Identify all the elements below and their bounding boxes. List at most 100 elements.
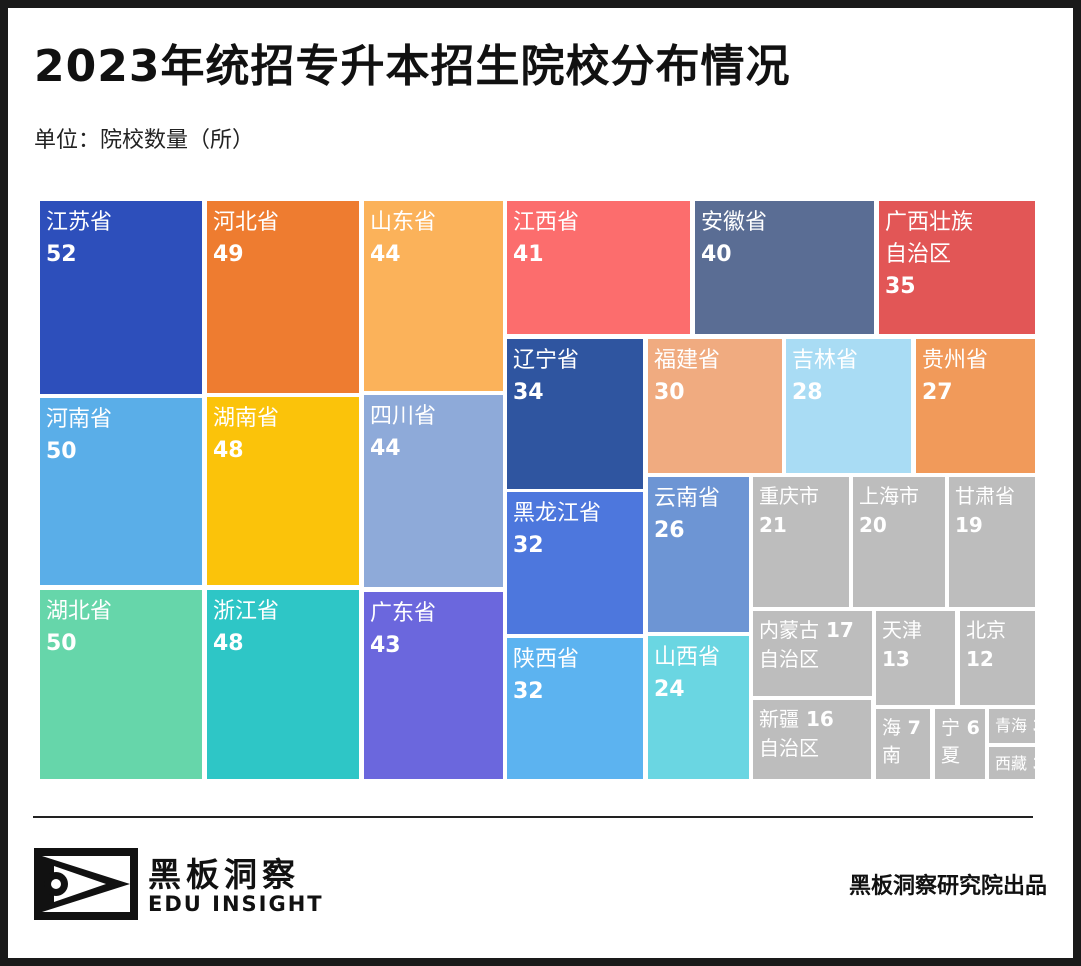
tile-6-name-line: 山东省 xyxy=(370,210,436,235)
tile-12-rect xyxy=(507,339,643,489)
tile-11-name-line: 广西壮族 xyxy=(885,210,973,235)
tile-21-name-line: 上海市 xyxy=(859,484,919,508)
tile-7-name-line: 四川省 xyxy=(370,404,436,429)
tile-30-rect xyxy=(989,747,1035,779)
tile-25-value: 12 xyxy=(966,647,994,671)
tile-5-rect xyxy=(207,590,359,779)
tile-16-value: 28 xyxy=(792,380,823,405)
tile-24-label: 天津 13 xyxy=(882,618,922,671)
tile-29-rect xyxy=(989,709,1035,743)
tile-6-value: 44 xyxy=(370,242,401,267)
tile-18-value: 26 xyxy=(654,518,685,543)
tile-22-name-line: 甘肃省 xyxy=(955,484,1015,508)
tile-18-rect xyxy=(648,477,749,632)
tile-23-label: 内蒙古 17 自治区 xyxy=(759,618,854,671)
tile-30-name-line: 西藏 xyxy=(995,754,1027,773)
tile-19-value: 24 xyxy=(654,677,685,702)
tile-11-label: 广西壮族自治区 35 xyxy=(885,210,973,299)
tile-6-rect xyxy=(364,201,503,391)
tile-13-label: 黑龙江省 32 xyxy=(513,501,601,558)
tile-21-rect xyxy=(853,477,945,607)
tile-8-name-line: 广东省 xyxy=(370,601,436,626)
tile-25-name-line: 北京 xyxy=(966,618,1006,642)
tile-23-rect xyxy=(753,611,872,696)
tile-5-label: 浙江省 48 xyxy=(213,599,279,656)
tile-29-label: 青海 3 xyxy=(995,716,1044,735)
tile-15-label: 福建省 30 xyxy=(654,348,720,405)
tile-23-name-line: 内蒙古 xyxy=(759,618,819,642)
tile-15-rect xyxy=(648,339,782,473)
tile-2-rect xyxy=(40,590,202,779)
tile-17-label: 贵州省 27 xyxy=(922,348,988,405)
tile-13-value: 32 xyxy=(513,533,544,558)
tile-14-name-line: 陕西省 xyxy=(513,647,579,672)
tile-1-label: 河南省 50 xyxy=(46,407,112,464)
tile-20-label: 重庆市 21 xyxy=(759,484,819,537)
tile-17-rect xyxy=(916,339,1035,473)
tile-2-value: 50 xyxy=(46,631,77,656)
tile-7-rect xyxy=(364,395,503,587)
tile-24-value: 13 xyxy=(882,647,910,671)
tile-29-name-line: 青海 xyxy=(995,716,1027,735)
tile-3-rect xyxy=(207,201,359,393)
tile-0-label: 江苏省 52 xyxy=(46,210,112,267)
tile-24-name-line: 天津 xyxy=(882,618,922,642)
tile-30-label: 西藏 3 xyxy=(995,754,1044,773)
tile-7-label: 四川省 44 xyxy=(370,404,436,461)
tile-14-label: 陕西省 32 xyxy=(513,647,579,704)
tile-10-value: 40 xyxy=(701,242,732,267)
tile-6-label: 山东省 44 xyxy=(370,210,436,267)
tile-8-label: 广东省 43 xyxy=(370,601,436,658)
tile-5-name-line: 浙江省 xyxy=(213,599,279,624)
tile-26-label: 新疆 16 自治区 xyxy=(759,707,834,760)
tile-17-value: 27 xyxy=(922,380,953,405)
tile-8-rect xyxy=(364,592,503,779)
tile-9-label: 江西省 41 xyxy=(513,210,579,267)
tile-12-value: 34 xyxy=(513,380,544,405)
tile-9-value: 41 xyxy=(513,242,544,267)
tile-10-name-line: 安徽省 xyxy=(701,210,767,235)
tile-0-value: 52 xyxy=(46,242,77,267)
tile-7-value: 44 xyxy=(370,436,401,461)
tile-21-label: 上海市 20 xyxy=(859,484,919,537)
tile-1-rect xyxy=(40,398,202,585)
unit-label: 单位：院校数量（所） xyxy=(34,128,255,153)
tile-20-name-line: 重庆市 xyxy=(759,484,819,508)
tile-26-rect xyxy=(753,700,871,779)
tile-15-value: 30 xyxy=(654,380,685,405)
tile-2-name-line: 湖北省 xyxy=(46,599,112,624)
tile-12-name-line: 辽宁省 xyxy=(513,348,579,373)
tile-26-name-line: 自治区 xyxy=(759,736,819,760)
tile-28-name-line: 宁 xyxy=(941,717,960,739)
chart-title: 2023年统招专升本招生院校分布情况 xyxy=(34,41,791,92)
tile-22-label: 甘肃省 19 xyxy=(955,484,1015,537)
tile-11-value: 35 xyxy=(885,274,916,299)
tile-22-rect xyxy=(949,477,1035,607)
tile-28-value: 6 xyxy=(960,717,980,739)
brand-name-en: EDU INSIGHT xyxy=(148,892,324,916)
footer-divider xyxy=(33,816,1033,818)
tile-20-value: 21 xyxy=(759,513,787,537)
tile-16-name-line: 吉林省 xyxy=(792,348,858,373)
tile-3-name-line: 河北省 xyxy=(213,210,279,235)
tile-16-rect xyxy=(786,339,911,473)
tile-11-name-line: 自治区 xyxy=(885,242,951,267)
tile-19-name-line: 山西省 xyxy=(654,645,720,670)
tile-9-rect xyxy=(507,201,690,334)
tile-1-value: 50 xyxy=(46,439,77,464)
credit-text: 黑板洞察研究院出品 xyxy=(848,874,1047,899)
brand-name-cn: 黑板洞察 xyxy=(148,855,300,894)
tile-26-value: 16 xyxy=(799,707,834,731)
tile-11-rect xyxy=(879,201,1035,334)
tile-2-label: 湖北省 50 xyxy=(46,599,112,656)
tile-0-name-line: 江苏省 xyxy=(46,210,112,235)
tile-21-value: 20 xyxy=(859,513,887,537)
tile-1-name-line: 河南省 xyxy=(46,407,112,432)
tile-28-name-line: 夏 xyxy=(941,745,960,767)
tile-14-value: 32 xyxy=(513,679,544,704)
tile-27-rect xyxy=(876,709,930,779)
tile-12-label: 辽宁省 34 xyxy=(513,348,579,405)
tile-14-rect xyxy=(507,638,643,779)
tile-17-name-line: 贵州省 xyxy=(922,348,988,373)
